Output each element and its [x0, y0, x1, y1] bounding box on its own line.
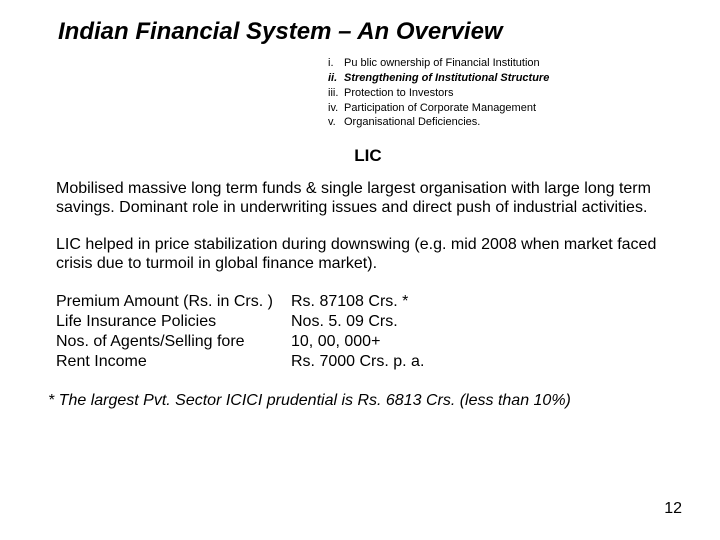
- outline-num: i.: [328, 56, 344, 71]
- stat-label: Life Insurance Policies: [56, 312, 291, 332]
- outline-text: Pu blic ownership of Financial Instituti…: [344, 56, 540, 71]
- outline-num: iv.: [328, 101, 344, 116]
- stat-label: Rent Income: [56, 352, 291, 372]
- outline-item: v. Organisational Deficiencies.: [328, 115, 688, 130]
- stat-value: Rs. 7000 Crs. p. a.: [291, 352, 424, 372]
- section-heading: LIC: [48, 146, 688, 166]
- outline-item: iv. Participation of Corporate Managemen…: [328, 101, 688, 116]
- paragraph: LIC helped in price stabilization during…: [56, 236, 676, 274]
- page-title: Indian Financial System – An Overview: [58, 18, 688, 46]
- stat-row: Life Insurance Policies Nos. 5. 09 Crs.: [56, 312, 676, 332]
- footnote: * The largest Pvt. Sector ICICI prudenti…: [48, 392, 676, 410]
- paragraph: Mobilised massive long term funds & sing…: [56, 180, 676, 218]
- page-number: 12: [664, 500, 682, 518]
- outline-item: iii. Protection to Investors: [328, 86, 688, 101]
- outline-text: Protection to Investors: [344, 86, 453, 101]
- stats-block: Premium Amount (Rs. in Crs. ) Rs. 87108 …: [56, 292, 676, 372]
- outline-item: i. Pu blic ownership of Financial Instit…: [328, 56, 688, 71]
- stat-row: Rent Income Rs. 7000 Crs. p. a.: [56, 352, 676, 372]
- stat-label: Nos. of Agents/Selling fore: [56, 332, 291, 352]
- stat-row: Premium Amount (Rs. in Crs. ) Rs. 87108 …: [56, 292, 676, 312]
- stat-value: Rs. 87108 Crs. *: [291, 292, 408, 312]
- outline-num: v.: [328, 115, 344, 130]
- stat-label: Premium Amount (Rs. in Crs. ): [56, 292, 291, 312]
- outline-num: iii.: [328, 86, 344, 101]
- stat-row: Nos. of Agents/Selling fore 10, 00, 000+: [56, 332, 676, 352]
- outline-list: i. Pu blic ownership of Financial Instit…: [328, 56, 688, 130]
- outline-num: ii.: [328, 71, 344, 86]
- outline-text: Strengthening of Institutional Structure: [344, 71, 549, 86]
- outline-text: Participation of Corporate Management: [344, 101, 536, 116]
- stat-value: 10, 00, 000+: [291, 332, 380, 352]
- outline-text: Organisational Deficiencies.: [344, 115, 480, 130]
- stat-value: Nos. 5. 09 Crs.: [291, 312, 398, 332]
- outline-item: ii. Strengthening of Institutional Struc…: [328, 71, 688, 86]
